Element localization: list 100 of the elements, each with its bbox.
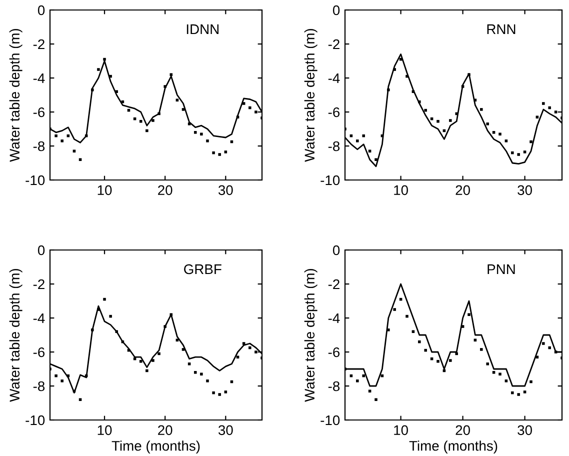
point	[182, 108, 185, 111]
point	[492, 131, 496, 134]
point	[188, 362, 191, 366]
y-tick-label: -8	[33, 141, 45, 152]
y-tick-label: -10	[320, 415, 340, 426]
point	[224, 390, 228, 394]
point	[60, 380, 64, 382]
point	[480, 348, 483, 351]
point	[170, 73, 173, 76]
point	[536, 356, 539, 358]
point	[517, 393, 520, 396]
point	[504, 380, 508, 382]
point	[103, 58, 106, 61]
point	[194, 371, 197, 374]
point	[492, 371, 496, 374]
point	[60, 140, 64, 142]
y-axis-title: Water table depth (m)	[304, 28, 318, 162]
x-tick-label: 20	[158, 185, 172, 196]
y-tick-label: -6	[328, 107, 340, 118]
y-tick-label: -10	[320, 175, 340, 186]
point	[356, 140, 359, 142]
y-tick-label: -6	[33, 107, 45, 118]
point	[200, 372, 203, 376]
point	[218, 393, 221, 396]
point	[474, 338, 477, 342]
x-tick-label: 20	[158, 425, 172, 436]
y-tick-label: -10	[26, 175, 45, 186]
point	[224, 150, 228, 154]
point	[356, 380, 359, 382]
point	[152, 119, 154, 122]
point	[504, 140, 508, 142]
y-tick-label: -2	[33, 279, 44, 290]
point	[480, 108, 483, 111]
point	[103, 298, 106, 301]
y-axis-title: Water table depth (m)	[304, 268, 318, 402]
y-tick-label: -8	[328, 141, 340, 152]
point	[486, 362, 489, 366]
y-tick-label: -6	[328, 347, 340, 358]
point	[542, 342, 545, 345]
point	[511, 151, 514, 154]
point	[146, 369, 148, 372]
point	[455, 352, 458, 356]
point	[152, 359, 154, 362]
point	[424, 108, 427, 112]
point	[254, 110, 258, 114]
point	[530, 380, 532, 384]
y-tick-label: -10	[26, 415, 45, 426]
point	[368, 150, 372, 152]
point	[248, 346, 252, 350]
point	[218, 153, 221, 156]
point	[517, 153, 520, 156]
point	[146, 129, 148, 132]
y-tick-label: -4	[328, 313, 340, 324]
point	[468, 313, 470, 316]
point	[54, 374, 58, 378]
point	[523, 150, 526, 154]
point	[530, 140, 532, 144]
point	[54, 134, 58, 138]
point	[436, 360, 440, 363]
point	[78, 158, 82, 161]
point	[542, 102, 545, 105]
y-tick-label: -2	[328, 39, 340, 50]
point	[412, 330, 415, 333]
y-tick-label: -2	[33, 39, 44, 50]
point	[158, 352, 160, 356]
y-axis-title: Water table depth (m)	[9, 28, 22, 162]
point	[498, 132, 502, 136]
x-tick-label: 20	[456, 425, 470, 436]
y-tick-label: -4	[33, 313, 45, 324]
y-tick-label: 0	[38, 245, 45, 256]
x-tick-label: 10	[394, 425, 408, 436]
point	[548, 106, 551, 110]
point	[212, 151, 215, 154]
point	[194, 131, 197, 134]
y-tick-label: -8	[328, 381, 340, 392]
point	[206, 380, 209, 382]
point	[368, 390, 372, 392]
point	[254, 350, 258, 354]
x-tick-label: 30	[518, 185, 532, 196]
point	[554, 110, 558, 114]
point	[97, 68, 100, 71]
point	[406, 314, 408, 318]
point	[212, 391, 215, 394]
point	[176, 98, 179, 102]
point	[424, 348, 427, 352]
point	[362, 374, 365, 378]
point	[200, 132, 203, 136]
x-tick-label: 10	[98, 185, 112, 196]
x-tick-label: 20	[456, 185, 470, 196]
point	[486, 122, 489, 126]
point	[236, 356, 240, 358]
point	[374, 158, 378, 161]
point	[548, 346, 551, 350]
text: IDNN	[186, 24, 218, 34]
y-tick-label: -6	[33, 347, 45, 358]
point	[109, 314, 112, 318]
text: RNN	[487, 24, 516, 34]
y-tick-label: 0	[38, 5, 45, 16]
point	[393, 308, 396, 311]
point	[72, 150, 76, 152]
